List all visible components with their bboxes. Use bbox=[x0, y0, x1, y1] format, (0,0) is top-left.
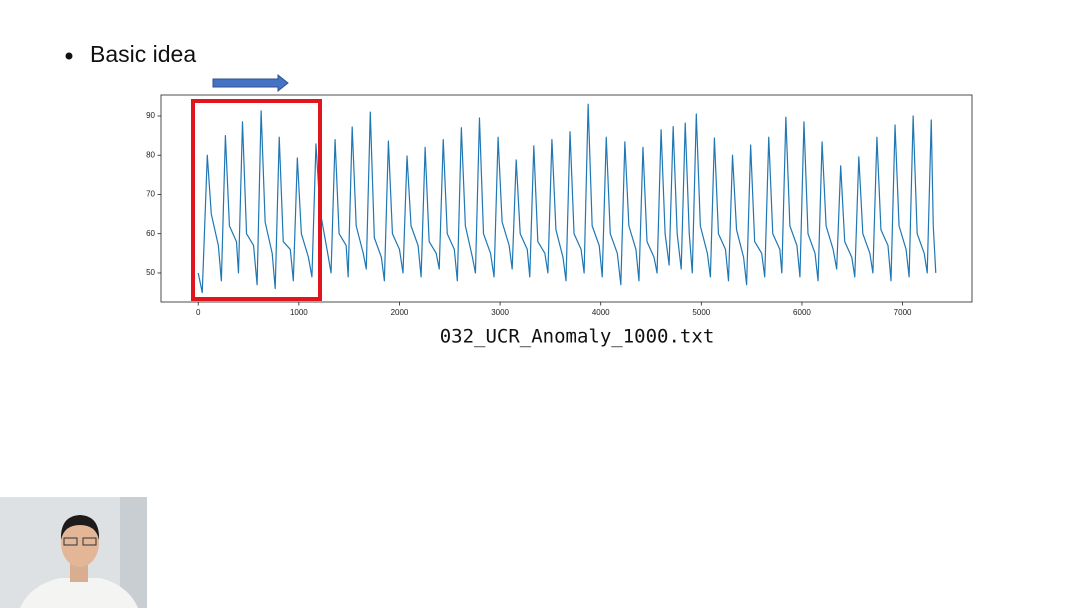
person-hair bbox=[60, 515, 100, 540]
webcam bbox=[0, 497, 147, 608]
bullet-text: Basic idea bbox=[90, 41, 196, 67]
person-glasses bbox=[63, 537, 78, 546]
series-line bbox=[197, 103, 937, 294]
person-glasses bbox=[82, 537, 97, 546]
y-tick-label: 60 bbox=[146, 229, 155, 238]
x-tick-label: 4000 bbox=[592, 308, 610, 317]
y-tick-label: 80 bbox=[146, 150, 155, 159]
x-tick-label: 7000 bbox=[894, 308, 912, 317]
x-tick-label: 6000 bbox=[793, 308, 811, 317]
plot: 50 60 70 80 90 0 1000 2000 3000 4000 5000 6000 7000 bbox=[146, 103, 937, 317]
x-tick-label: 3000 bbox=[491, 308, 509, 317]
x-tick-label: 0 bbox=[196, 308, 201, 317]
x-tick-label: 5000 bbox=[692, 308, 710, 317]
person-face bbox=[61, 519, 99, 567]
x-tick-label: 2000 bbox=[391, 308, 409, 317]
bullet-dot bbox=[65, 52, 73, 60]
plot-frame bbox=[160, 94, 973, 303]
webcam-wall bbox=[120, 497, 147, 608]
y-tick-label: 50 bbox=[146, 268, 155, 277]
x-tick-label: 1000 bbox=[290, 308, 308, 317]
window-highlight bbox=[191, 99, 322, 301]
arrow bbox=[212, 73, 289, 93]
x-label: 032_UCR_Anomaly_1000.txt bbox=[440, 326, 715, 348]
person-shirt bbox=[20, 578, 138, 608]
y-tick-label: 90 bbox=[146, 111, 155, 120]
y-tick-label: 70 bbox=[146, 190, 155, 199]
